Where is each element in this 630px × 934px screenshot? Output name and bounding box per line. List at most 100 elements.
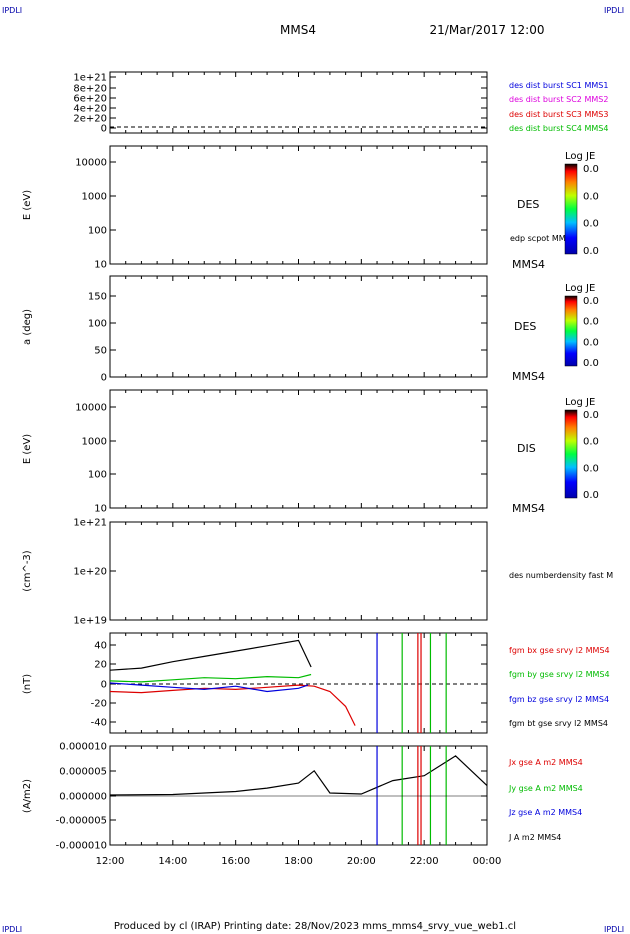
x-tick-label: 20:00 — [347, 856, 376, 867]
burst-y-tick-label: 0 — [101, 124, 107, 135]
current-y-tick-label: 0.000010 — [59, 742, 107, 753]
fgm-y-tick-label: 40 — [94, 641, 107, 652]
current-legend-entry: Jz gse A m2 MMS4 — [508, 808, 582, 817]
des-energy-y-tick-label: 10000 — [75, 158, 107, 169]
density-frame — [109, 521, 488, 621]
dis-energy-y-label: E (eV) — [22, 434, 33, 464]
des-energy-y-tick-label: 100 — [88, 226, 107, 237]
fgm-series-line — [109, 639, 312, 671]
density-y-tick-label: 1e+19 — [73, 616, 107, 627]
des-energy-side-label: edp scpot MMS4 — [510, 234, 576, 243]
des-energy-colorbar-title: Log JE — [565, 151, 595, 162]
des-pitch-y-tick-label: 0 — [101, 373, 107, 384]
dis-energy-side-label: DIS — [517, 442, 536, 455]
fgm-series-line — [109, 684, 356, 726]
des-energy-frame — [109, 145, 488, 265]
current-y-tick-label: -0.000005 — [56, 816, 107, 827]
dis-energy-colorbar-tick-label: 0.0 — [583, 410, 599, 421]
des-energy-colorbar-tick-label: 0.0 — [583, 191, 599, 202]
des-pitch-y-label: a (deg) — [22, 309, 33, 345]
x-tick-label: 14:00 — [158, 856, 187, 867]
dis-energy-y-tick-label: 1000 — [82, 437, 107, 448]
current-y-tick-label: -0.000010 — [56, 841, 107, 852]
dis-energy-y-tick-label: 10000 — [75, 403, 107, 414]
des-pitch-y-tick-label: 50 — [94, 346, 107, 357]
fgm-y-tick-label: -40 — [91, 718, 107, 729]
x-tick-label: 18:00 — [284, 856, 313, 867]
x-tick-label: 22:00 — [410, 856, 439, 867]
des-energy-y-label: E (eV) — [22, 190, 33, 220]
des-energy-colorbar — [564, 163, 578, 255]
dis-energy-side-label: MMS4 — [512, 502, 545, 515]
burst-y-tick-label: 4e+20 — [73, 104, 107, 115]
corner-label-br: IPDLI — [604, 925, 624, 934]
dis-energy-y-tick-label: 100 — [88, 470, 107, 481]
current-y-tick-label: 0.000000 — [59, 792, 107, 803]
header-spacecraft: MMS4 — [280, 23, 316, 37]
burst-legend-entry: des dist burst SC1 MMS1 — [509, 81, 608, 90]
density-y-label: (cm^-3) — [22, 550, 33, 591]
current-legend-entry: Jy gse A m2 MMS4 — [508, 784, 583, 793]
density-legend-entry: des numberdensity fast M — [509, 571, 613, 580]
burst-y-tick-label: 6e+20 — [73, 94, 107, 105]
fgm-y-tick-label: -20 — [91, 699, 107, 710]
des-energy-colorbar-tick-label: 0.0 — [583, 219, 599, 230]
footer-credits: Produced by cl (IRAP) Printing date: 28/… — [114, 921, 516, 932]
des-pitch-colorbar-tick-label: 0.0 — [583, 317, 599, 328]
burst-legend-entry: des dist burst SC3 MMS3 — [509, 110, 608, 119]
burst-legend-entry: des dist burst SC2 MMS2 — [509, 95, 608, 104]
fgm-legend-entry: fgm bt gse srvy l2 MMS4 — [509, 719, 608, 728]
des-energy-y-tick-label: 1000 — [82, 192, 107, 203]
fgm-y-tick-label: 0 — [101, 680, 107, 691]
header-datetime: 21/Mar/2017 12:00 — [430, 23, 545, 37]
burst-legend-entry: des dist burst SC4 MMS4 — [509, 124, 608, 133]
des-pitch-y-tick-label: 150 — [88, 292, 107, 303]
dis-energy-colorbar-title: Log JE — [565, 397, 595, 408]
dis-energy-colorbar-tick-label: 0.0 — [583, 437, 599, 448]
current-y-label: (A/m2) — [22, 779, 33, 813]
dis-energy-frame — [109, 389, 488, 509]
density-y-tick-label: 1e+20 — [73, 567, 107, 578]
x-tick-label: 12:00 — [96, 856, 125, 867]
density-y-tick-label: 1e+21 — [73, 518, 107, 529]
x-tick-label: 00:00 — [473, 856, 502, 867]
fgm-y-label: (nT) — [22, 674, 33, 694]
fgm-legend-entry: fgm by gse srvy l2 MMS4 — [509, 670, 610, 679]
burst-y-tick-label: 1e+21 — [73, 73, 107, 84]
corner-label-tr: IPDLI — [604, 6, 624, 15]
dis-energy-colorbar-tick-label: 0.0 — [583, 490, 599, 501]
corner-label-bl: IPDLI — [2, 925, 22, 934]
des-pitch-side-label: DES — [514, 320, 536, 333]
current-legend-entry: J A m2 MMS4 — [508, 833, 561, 842]
current-legend-entry: Jx gse A m2 MMS4 — [508, 758, 583, 767]
des-energy-colorbar-tick-label: 0.0 — [583, 164, 599, 175]
fgm-legend-entry: fgm bx gse srvy l2 MMS4 — [509, 646, 610, 655]
burst-frame — [109, 71, 488, 134]
fgm-series-line — [109, 682, 309, 693]
des-energy-side-label: MMS4 — [512, 258, 545, 271]
current-series-line — [109, 755, 488, 796]
des-energy-y-tick-label: 10 — [94, 260, 107, 271]
current-y-tick-label: 0.000005 — [59, 767, 107, 778]
des-pitch-colorbar-tick-label: 0.0 — [583, 337, 599, 348]
dis-energy-colorbar — [564, 409, 578, 499]
des-pitch-frame — [109, 275, 488, 378]
des-pitch-colorbar-title: Log JE — [565, 283, 595, 294]
corner-label-tl: IPDLI — [2, 6, 22, 15]
des-pitch-colorbar-tick-label: 0.0 — [583, 296, 599, 307]
des-energy-side-label: DES — [517, 198, 539, 211]
burst-y-tick-label: 2e+20 — [73, 114, 107, 125]
fgm-y-tick-label: 20 — [94, 660, 107, 671]
x-tick-label: 16:00 — [221, 856, 250, 867]
burst-y-tick-label: 8e+20 — [73, 84, 107, 95]
des-pitch-colorbar — [564, 295, 578, 367]
des-pitch-colorbar-tick-label: 0.0 — [583, 358, 599, 369]
fgm-legend-entry: fgm bz gse srvy l2 MMS4 — [509, 695, 609, 704]
des-pitch-side-label: MMS4 — [512, 370, 545, 383]
dis-energy-y-tick-label: 10 — [94, 504, 107, 515]
fgm-series-line — [109, 673, 312, 683]
dis-energy-colorbar-tick-label: 0.0 — [583, 463, 599, 474]
des-pitch-y-tick-label: 100 — [88, 319, 107, 330]
des-energy-colorbar-tick-label: 0.0 — [583, 246, 599, 257]
